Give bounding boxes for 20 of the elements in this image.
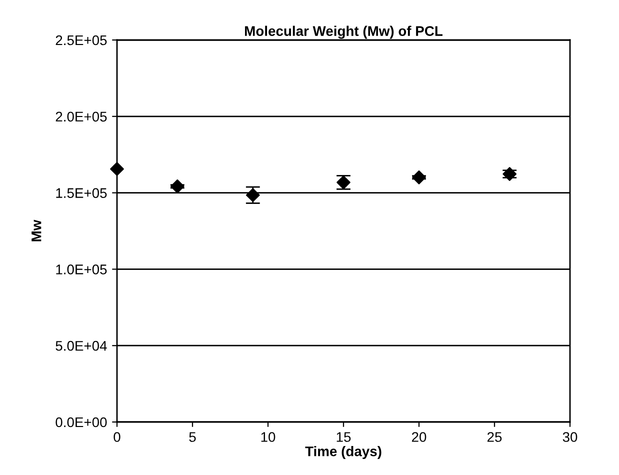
chart-title: Molecular Weight (Mw) of PCL — [245, 26, 442, 39]
x-axis-title: Time (days) — [305, 446, 382, 460]
point — [412, 170, 426, 184]
y-tick-label: 2.5E+05 — [56, 35, 107, 46]
y-tick-label: 2.0E+05 — [56, 112, 107, 122]
x-tick-label: 5 — [189, 432, 196, 442]
x-tick-label: 20 — [412, 432, 426, 442]
x-tick-label: 30 — [562, 432, 578, 442]
x-tick-label: 25 — [487, 432, 502, 442]
x-tick-label: 0 — [114, 432, 120, 442]
x-tick-label: 15 — [336, 432, 351, 442]
point — [110, 162, 124, 176]
point — [170, 179, 184, 194]
x-tick-label: 10 — [261, 432, 276, 442]
point — [502, 167, 517, 181]
y-tick-label: 0.0E+00 — [56, 417, 107, 428]
y-tick-label: 1.5E+05 — [56, 188, 107, 198]
y-tick-label: 5.0E+04 — [56, 340, 107, 351]
y-tick-label: 1.0E+05 — [56, 264, 107, 274]
y-axis-title: Mw — [32, 220, 42, 242]
